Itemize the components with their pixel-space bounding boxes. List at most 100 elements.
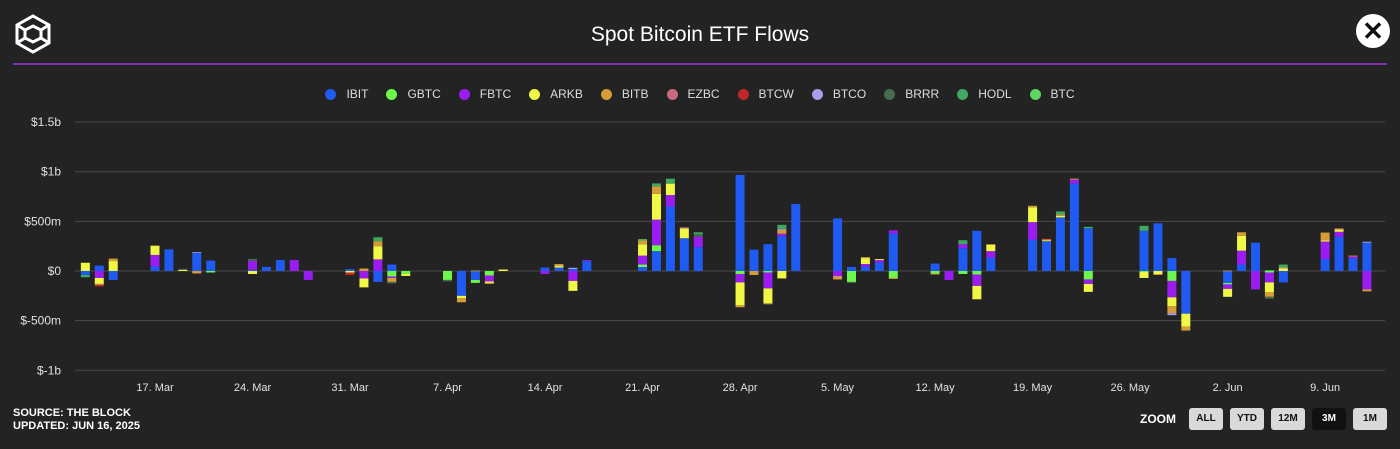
legend-item-bitb[interactable]: BITB: [600, 87, 649, 101]
bar-segment-brrr: [248, 258, 258, 261]
bar-segment-ibit: [1250, 242, 1260, 271]
bar-segment-ibit: [665, 206, 675, 271]
bar-segment-arkb: [1320, 240, 1330, 242]
bar-segment-fbtc: [484, 275, 494, 282]
bar-segment-bitb: [94, 283, 104, 285]
bar-segment-brrr: [443, 279, 453, 282]
bar-segment-ibit: [888, 233, 898, 271]
bar-segment-arkb: [108, 261, 118, 271]
x-tick-label: 12. May: [916, 382, 956, 394]
bar-segment-ibit: [1028, 239, 1038, 271]
bar-segment-gbtc: [470, 279, 480, 283]
bar-segment-bitb: [554, 264, 564, 267]
bar-segment-arkb: [80, 262, 90, 271]
bar-segment-bitb: [651, 186, 661, 194]
legend-label: BTC: [1050, 87, 1075, 101]
bar-segment-bitb: [484, 282, 494, 284]
bar-segment-bitb: [1028, 205, 1038, 208]
legend-item-fbtc[interactable]: FBTC: [458, 87, 511, 101]
bar-segment-btco: [192, 252, 202, 253]
legend-item-hodl[interactable]: HODL: [957, 87, 1012, 101]
legend-item-brrr[interactable]: BRRR: [884, 87, 939, 101]
legend-label: BRRR: [905, 87, 940, 101]
bar-segment-ibit: [373, 271, 383, 282]
bar-segment-arkb: [1334, 229, 1344, 232]
bar-segment-btco: [568, 267, 578, 270]
bar-segment-arkb: [1042, 240, 1052, 242]
bar-segment-fbtc: [1250, 271, 1260, 290]
bar-segment-gbtc: [847, 271, 856, 282]
bar-segment-arkb: [860, 258, 870, 265]
bar-segment-fbtc: [1264, 272, 1274, 283]
legend-label: BITB: [621, 87, 649, 101]
legend: IBIT GBTC FBTC ARKB BITB EZBC BTCW BTCO BRRR HODL…: [0, 87, 1400, 101]
bar-segment-ibit: [749, 249, 759, 271]
bar-segment-brrr: [847, 281, 856, 283]
y-tick-label: $-1b: [37, 363, 61, 377]
y-tick-label: $500m: [24, 214, 61, 228]
bar-segment-ibit: [164, 249, 174, 271]
x-tick-label: 26. May: [1111, 382, 1151, 394]
zoom-button-all[interactable]: ALL: [1189, 408, 1223, 430]
x-tick-label: 17. Mar: [136, 382, 174, 394]
bar-segment-fbtc: [944, 271, 954, 280]
bar-segment-fbtc: [1320, 241, 1330, 260]
bar-segment-ibit: [456, 271, 466, 296]
bar-segment-hodl: [665, 178, 675, 184]
bar-segment-arkb: [1055, 215, 1065, 218]
bar-segment-arkb: [679, 228, 689, 239]
bar-segment-fbtc: [1083, 279, 1093, 284]
bar-segment-ibit: [651, 251, 661, 271]
bar-segment-fbtc: [693, 236, 703, 248]
bar-segment-arkb: [972, 285, 982, 300]
bar-segment-bitb: [1181, 326, 1191, 331]
legend-dot-icon: [386, 88, 398, 100]
bar-segment-ibit: [860, 266, 870, 271]
bar-segment-ibit: [1153, 223, 1163, 271]
bar-segment-ibit: [874, 262, 884, 271]
legend-item-btcw[interactable]: BTCW: [737, 87, 794, 101]
bar-segment-btco: [777, 228, 787, 230]
bar-segment-fbtc: [1362, 271, 1372, 290]
legend-item-gbtc[interactable]: GBTC: [386, 87, 441, 101]
legend-item-ibit[interactable]: IBIT: [325, 87, 368, 101]
bar-segment-ibit: [1055, 217, 1065, 271]
legend-item-arkb[interactable]: ARKB: [529, 87, 583, 101]
x-tick-label: 14. Apr: [528, 382, 563, 394]
bar-segment-ibit: [833, 218, 843, 271]
bar-segment-fbtc: [763, 272, 773, 289]
zoom-button-12m[interactable]: 12M: [1271, 408, 1305, 430]
bar-segment-ibit: [568, 269, 578, 271]
bar-segment-bitb: [749, 271, 759, 275]
bar-segment-fbtc: [888, 230, 898, 234]
bar-segment-fbtc: [651, 219, 661, 246]
bar-segment-ibit: [986, 257, 996, 271]
legend-label: EZBC: [687, 87, 720, 101]
x-tick-label: 31. Mar: [331, 382, 369, 394]
zoom-button-1m[interactable]: 1M: [1353, 408, 1387, 430]
bar-segment-arkb: [554, 266, 564, 268]
x-tick-label: 19. May: [1013, 382, 1053, 394]
bar-segment-gbtc: [1167, 271, 1177, 281]
bar-segment-fbtc: [582, 260, 592, 262]
bar-segment-arkb: [1181, 313, 1191, 327]
bar-segment-bitb: [456, 298, 466, 303]
bar-segment-gbtc: [958, 271, 968, 274]
bar-segment-bitb: [860, 257, 870, 259]
bar-segment-bitb: [1055, 214, 1065, 216]
legend-item-ezbc[interactable]: EZBC: [666, 87, 720, 101]
bar-segment-ibit: [1083, 228, 1093, 271]
bar-segment-fbtc: [94, 271, 104, 278]
y-tick-label: $1.5b: [31, 115, 61, 129]
close-button[interactable]: ✕: [1356, 14, 1390, 48]
bar-segment-gbtc: [1139, 271, 1149, 272]
zoom-button-ytd[interactable]: YTD: [1230, 408, 1264, 430]
bar-segment-gbtc: [401, 271, 411, 274]
bar-segment-ibit: [679, 238, 689, 271]
legend-item-btc[interactable]: BTC: [1029, 87, 1075, 101]
zoom-button-3m[interactable]: 3M: [1312, 408, 1346, 430]
x-tick-label: 7. Apr: [433, 382, 462, 394]
source-text: SOURCE: THE BLOCK: [13, 407, 131, 419]
bar-segment-hodl: [958, 240, 968, 245]
legend-item-btco[interactable]: BTCO: [811, 87, 866, 101]
